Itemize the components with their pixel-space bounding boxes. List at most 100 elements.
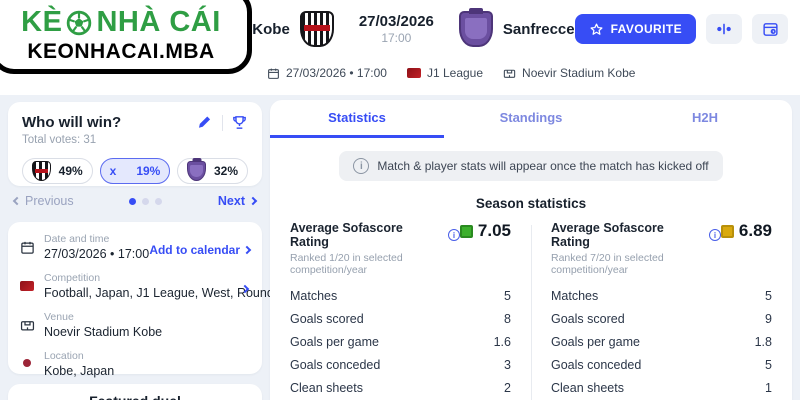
edit-vote-icon[interactable] — [197, 114, 214, 131]
stat-row: Matches 5 — [551, 288, 772, 303]
stat-row: Goals per game 1.6 — [290, 334, 511, 349]
info-icon[interactable]: i — [709, 229, 721, 241]
detail-value: Football, Japan, J1 League, West, Round … — [44, 286, 285, 300]
tools-divider — [222, 114, 223, 131]
detail-row-competition[interactable]: Competition Football, Japan, J1 League, … — [20, 272, 284, 300]
detail-label: Date and time — [44, 233, 110, 245]
favourite-label: FAVOURITE — [610, 22, 682, 36]
calendar-icon — [20, 240, 36, 255]
detail-value: Kobe, Japan — [44, 364, 115, 378]
compare-button[interactable] — [706, 14, 742, 44]
rating-label: Average Sofascore Rating — [290, 221, 403, 249]
detail-value: Noevir Stadium Kobe — [44, 325, 163, 339]
stat-row: Clean sheets 2 — [290, 380, 511, 395]
away-team-name: Sanfrecce — [502, 20, 575, 38]
stadium-icon — [503, 67, 516, 80]
japan-flag-icon — [20, 281, 36, 291]
soccer-ball-icon — [66, 10, 92, 36]
pager-dot-active[interactable] — [129, 197, 137, 205]
info-icon: i — [353, 158, 370, 174]
statistics-card: Statistics Standings H2H i Match & playe… — [270, 100, 792, 400]
stat-row: Goals scored 9 — [551, 311, 772, 326]
rating-sub: Ranked 1/20 in selected competition/year — [290, 252, 403, 276]
pager-dots[interactable] — [129, 197, 163, 205]
match-date: 27/03/2026 — [358, 13, 434, 30]
brand-domain: KEONHACAI.MBA — [27, 40, 215, 63]
trophy-icon[interactable] — [231, 114, 248, 131]
next-label: Next — [217, 194, 245, 208]
subheader-league-text: J1 League — [426, 66, 484, 80]
sanfrecce-badge-icon — [458, 11, 493, 47]
detail-row-datetime: Date and time 27/03/2026 • 17:00 Add to … — [20, 233, 252, 261]
rating-square-green — [459, 224, 473, 238]
home-stats-column: Average Sofascore Rating i Ranked 1/20 i… — [270, 221, 531, 400]
detail-label: Location — [44, 350, 84, 362]
stadium-icon — [20, 318, 36, 333]
away-stats-column: Average Sofascore Rating i Ranked 7/20 i… — [531, 221, 792, 400]
stat-row: Goals per game 1.8 — [551, 334, 772, 349]
previous-label: Previous — [25, 194, 74, 208]
vote-pill-away[interactable]: 32% — [177, 158, 249, 184]
calendar-icon — [267, 67, 280, 80]
home-vote-pct: 49% — [58, 164, 83, 178]
match-time: 17:00 — [381, 31, 412, 45]
match-details-card: Date and time 27/03/2026 • 17:00 Add to … — [8, 222, 284, 378]
rating-sub: Ranked 7/20 in selected competition/year — [551, 252, 664, 276]
carousel-pager: Previous Next — [8, 190, 262, 212]
vote-total: Total votes: 31 — [22, 134, 97, 146]
subheader-league[interactable]: J1 League — [406, 66, 484, 80]
featured-card: Featured duel — [8, 384, 262, 400]
favourite-button[interactable]: FAVOURITE — [574, 14, 696, 44]
star-icon — [589, 22, 604, 37]
subheader-stadium: Noevir Stadium Kobe — [503, 66, 635, 80]
rating-value: 7.05 — [477, 221, 511, 240]
vissel-kobe-badge-icon — [32, 161, 51, 181]
location-pin-icon — [20, 359, 36, 367]
add-to-calendar-link[interactable]: Add to calendar — [149, 243, 252, 257]
detail-label: Venue — [44, 311, 74, 323]
detail-value: 27/03/2026 • 17:00 — [44, 247, 150, 261]
away-team[interactable]: Sanfrecce — [458, 11, 575, 47]
previous-button[interactable]: Previous — [12, 194, 74, 208]
tab-h2h[interactable]: H2H — [691, 110, 718, 125]
brand-title-post: NHÀ CÁI — [96, 6, 221, 38]
subheader-stadium-text: Noevir Stadium Kobe — [522, 66, 636, 80]
add-to-calendar-label: Add to calendar — [149, 243, 240, 257]
brand-title-pre: KÈ — [21, 6, 63, 38]
featured-title: Featured duel — [8, 393, 262, 400]
draw-label: x — [109, 164, 117, 178]
chevron-right-icon — [242, 245, 252, 255]
stat-row: Clean sheets 1 — [551, 380, 772, 395]
season-statistics-title: Season statistics — [475, 196, 587, 211]
rating-value: 6.89 — [738, 221, 772, 240]
vote-pill-draw[interactable]: x 19% — [99, 158, 171, 184]
japan-flag-icon — [406, 68, 421, 78]
subheader-datetime: 27/03/2026 • 17:00 — [267, 66, 387, 80]
draw-vote-pct: 19% — [136, 164, 161, 178]
window-clock-icon — [762, 21, 779, 38]
away-vote-pct: 32% — [213, 164, 239, 178]
keonhacai-brand-overlay: KÈ NHÀ CÁI KEONHACAI.MBA — [0, 0, 252, 74]
chevron-right-icon — [248, 196, 258, 206]
detail-row-location: Location Kobe, Japan — [20, 350, 250, 378]
chevron-left-icon — [12, 196, 22, 206]
vote-pill-home[interactable]: 49% — [22, 158, 93, 184]
tab-statistics[interactable]: Statistics — [270, 100, 444, 138]
match-datetime: 27/03/2026 17:00 — [334, 13, 459, 45]
stat-row: Goals scored 8 — [290, 311, 511, 326]
pin-window-button[interactable] — [752, 14, 788, 44]
detail-label: Competition — [44, 272, 101, 284]
info-icon[interactable]: i — [448, 229, 460, 241]
stat-row: Goals conceded 5 — [551, 357, 772, 372]
tab-standings[interactable]: Standings — [499, 110, 563, 125]
next-button[interactable]: Next — [217, 194, 258, 208]
detail-row-venue: Venue Noevir Stadium Kobe — [20, 311, 250, 339]
pager-dot[interactable] — [142, 197, 150, 205]
pager-dot[interactable] — [155, 197, 163, 205]
subheader-datetime-text: 27/03/2026 • 17:00 — [286, 66, 387, 80]
kickoff-info-banner: i Match & player stats will appear once … — [339, 151, 723, 181]
vote-title: Who will win? — [22, 114, 122, 131]
rating-square-yellow — [720, 224, 734, 238]
stat-row: Matches 5 — [290, 288, 511, 303]
